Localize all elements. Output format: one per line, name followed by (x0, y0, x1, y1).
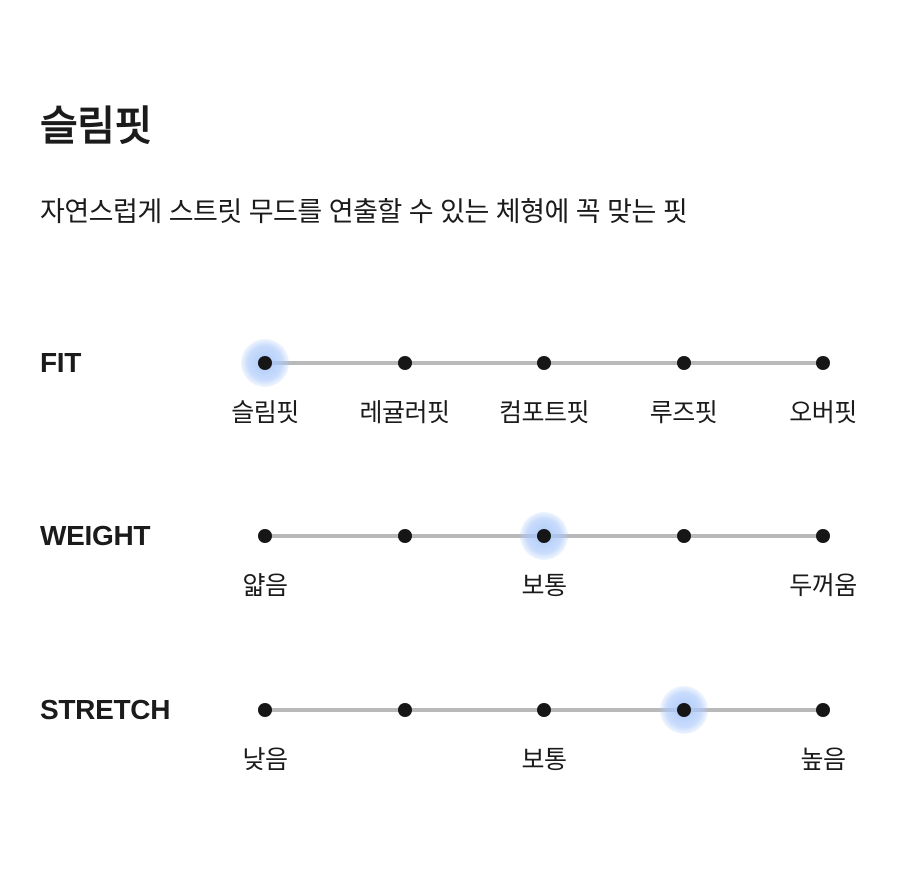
scale-dot (816, 529, 830, 543)
tick-label: 오버핏 (789, 399, 857, 427)
scale-dot-selected (537, 529, 551, 543)
scale-dot (397, 356, 412, 370)
scale-track-stretch (258, 686, 830, 800)
tick-label: 얇음 (242, 572, 288, 600)
tick-label: 두꺼움 (789, 572, 857, 600)
tick-label: 컴포트핏 (498, 399, 590, 427)
scale-dot (816, 703, 830, 717)
page-title: 슬림핏 (40, 103, 152, 149)
scale-title-stretch: STRETCH (40, 694, 171, 725)
scale-row-weight: WEIGHT 얇음 보통 두꺼움 (0, 512, 900, 626)
scale-row-stretch: STRETCH 낮음 보통 높음 (0, 686, 900, 800)
tick-label: 슬림핏 (231, 399, 299, 427)
scale-title-fit: FIT (40, 347, 82, 378)
scale-dot (676, 356, 691, 370)
scale-title-weight: WEIGHT (40, 520, 151, 551)
scale-track-fit (241, 339, 830, 453)
scale-dot (537, 703, 551, 717)
scale-dot (397, 529, 412, 543)
page-subtitle: 자연스럽게 스트릿 무드를 연출할 수 있는 체형에 꼭 맞는 핏 (40, 197, 688, 227)
tick-label: 루즈핏 (649, 399, 718, 427)
scale-row-fit: FIT 슬림핏 레귤러핏 컴포트핏 루즈핏 오버핏 (0, 339, 900, 453)
tick-labels-stretch: 낮음 보통 높음 (242, 740, 846, 780)
tick-label: 낮음 (242, 746, 288, 774)
tick-label: 보통 (521, 746, 567, 774)
tick-label: 높음 (800, 746, 846, 774)
scale-dot (258, 703, 272, 717)
tick-labels-fit: 슬림핏 레귤러핏 컴포트핏 루즈핏 오버핏 (231, 393, 857, 433)
tick-label: 레귤러핏 (359, 399, 450, 427)
scale-dot (676, 529, 691, 543)
scale-dot-selected (676, 703, 691, 717)
scale-track-weight (258, 512, 830, 626)
tick-label: 보통 (521, 572, 567, 600)
scale-dot-selected (258, 356, 272, 370)
tick-labels-weight: 얇음 보통 두꺼움 (242, 566, 857, 606)
scale-dot (537, 356, 551, 370)
scale-dot (397, 703, 412, 717)
scale-dot (816, 356, 830, 370)
scale-dot (258, 529, 272, 543)
